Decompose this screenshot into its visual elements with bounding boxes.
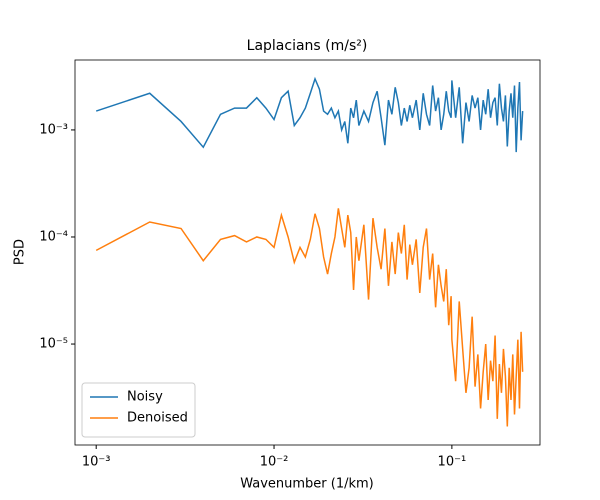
line-series <box>95 76 524 153</box>
y-tick-label: 10⁻⁵ <box>39 337 68 352</box>
line-series <box>95 208 524 427</box>
y-axis-label: PSD <box>13 239 28 265</box>
legend-label: Noisy <box>127 390 163 405</box>
y-tick-label: 10⁻⁴ <box>39 229 68 244</box>
x-tick-label: 10⁻³ <box>82 455 111 470</box>
y-tick-label: 10⁻³ <box>39 122 68 137</box>
x-tick-label: 10⁻² <box>260 455 289 470</box>
x-axis-label: Wavenumber (1/km) <box>240 477 374 492</box>
plot-frame <box>74 59 541 446</box>
chart-title: Laplacians (m/s²) <box>247 38 368 54</box>
legend-label: Denoised <box>127 411 188 426</box>
x-tick-label: 10⁻¹ <box>438 455 467 470</box>
